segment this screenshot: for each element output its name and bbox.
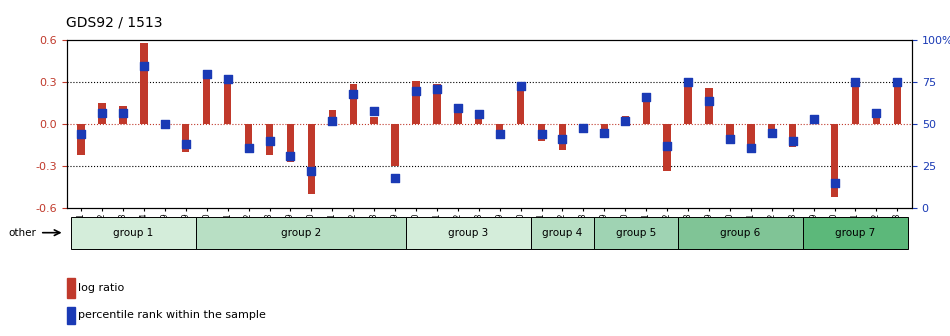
Bar <box>66 278 75 298</box>
Bar <box>789 124 796 147</box>
Bar <box>391 124 399 166</box>
Point <box>429 86 445 92</box>
Bar <box>454 105 462 124</box>
Point <box>158 122 173 127</box>
Point <box>826 180 842 186</box>
Point <box>701 98 716 103</box>
Point <box>806 117 821 122</box>
Point <box>659 143 674 149</box>
Text: group 4: group 4 <box>542 228 582 238</box>
Point <box>241 145 256 151</box>
Bar <box>350 84 357 124</box>
Bar <box>705 88 712 124</box>
Point <box>283 154 298 159</box>
Bar <box>329 110 336 124</box>
FancyBboxPatch shape <box>594 217 677 249</box>
Point <box>785 138 800 144</box>
Point <box>388 175 403 181</box>
FancyBboxPatch shape <box>677 217 803 249</box>
Point <box>722 137 737 142</box>
Point <box>534 132 549 137</box>
Point <box>471 112 486 117</box>
Bar <box>78 124 85 155</box>
Bar <box>642 93 650 124</box>
FancyBboxPatch shape <box>70 217 197 249</box>
Point <box>346 91 361 97</box>
Bar <box>496 124 504 133</box>
Bar <box>287 124 294 162</box>
Text: other: other <box>8 228 36 238</box>
Point <box>638 95 654 100</box>
Bar <box>517 86 524 124</box>
Text: log ratio: log ratio <box>78 283 124 293</box>
Bar <box>370 117 378 124</box>
Point <box>115 110 130 115</box>
Point <box>597 130 612 135</box>
Bar <box>538 124 545 141</box>
Point <box>137 63 152 68</box>
Point <box>869 110 884 115</box>
Point <box>408 88 424 93</box>
Text: group 3: group 3 <box>448 228 488 238</box>
Bar <box>684 86 692 124</box>
Bar <box>831 124 838 197</box>
Point <box>304 169 319 174</box>
FancyBboxPatch shape <box>406 217 531 249</box>
Bar <box>852 80 859 124</box>
Text: percentile rank within the sample: percentile rank within the sample <box>78 310 266 320</box>
Point <box>220 76 236 82</box>
Bar <box>412 81 420 124</box>
Point <box>367 108 382 114</box>
Bar <box>224 84 231 124</box>
Point <box>262 138 277 144</box>
Point <box>325 118 340 124</box>
Bar <box>810 115 817 124</box>
Bar <box>120 106 126 124</box>
FancyBboxPatch shape <box>803 217 908 249</box>
FancyBboxPatch shape <box>531 217 594 249</box>
Bar <box>559 124 566 150</box>
Bar <box>66 307 75 324</box>
Point <box>764 130 779 135</box>
Point <box>555 137 570 142</box>
Point <box>618 118 633 124</box>
Bar <box>748 124 754 150</box>
Bar <box>580 124 587 130</box>
Point <box>94 110 109 115</box>
Point <box>890 80 905 85</box>
FancyBboxPatch shape <box>197 217 406 249</box>
Bar <box>245 124 253 152</box>
Point <box>743 145 758 151</box>
Bar <box>266 124 274 155</box>
Bar <box>769 124 775 138</box>
Bar <box>433 84 441 124</box>
Bar <box>203 78 210 124</box>
Text: GDS92 / 1513: GDS92 / 1513 <box>66 15 163 29</box>
Text: group 6: group 6 <box>720 228 761 238</box>
Point <box>576 125 591 130</box>
Bar <box>663 124 671 170</box>
Bar <box>873 113 880 124</box>
Bar <box>475 113 483 124</box>
Text: group 2: group 2 <box>281 228 321 238</box>
Bar <box>141 43 147 124</box>
Text: group 1: group 1 <box>113 228 154 238</box>
Bar <box>182 124 189 152</box>
Point <box>179 142 194 147</box>
Point <box>680 80 695 85</box>
Point <box>513 83 528 88</box>
Text: group 5: group 5 <box>616 228 656 238</box>
Point <box>73 132 88 137</box>
Point <box>848 80 864 85</box>
Text: group 7: group 7 <box>835 228 876 238</box>
Bar <box>600 124 608 135</box>
Point <box>200 71 215 77</box>
Bar <box>894 80 901 124</box>
Point <box>450 105 465 110</box>
Bar <box>621 116 629 124</box>
Point <box>492 132 507 137</box>
Bar <box>308 124 315 194</box>
Bar <box>99 103 105 124</box>
Bar <box>726 124 733 144</box>
